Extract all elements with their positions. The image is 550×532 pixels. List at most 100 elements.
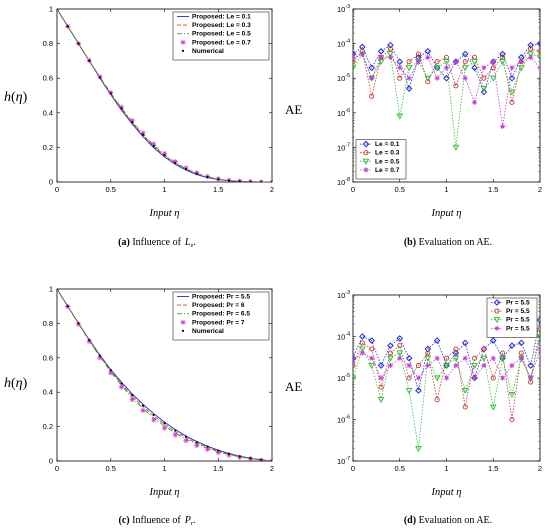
series-4-point (120, 107, 123, 110)
series-0-point (353, 50, 357, 58)
series-0-point (387, 342, 394, 350)
series-2-point (433, 375, 441, 382)
legend-marker (180, 319, 186, 325)
y-tick-label: 10-4 (337, 332, 350, 342)
series-2-point (396, 113, 404, 120)
series-4-point (98, 76, 102, 79)
series-3-point (129, 118, 135, 124)
x-tick-label: 1 (444, 185, 448, 194)
series-2-point (424, 355, 432, 362)
caption-text: Influence of (130, 237, 182, 248)
x-tick-label: 1 (162, 464, 166, 473)
x-axis-label: Input η (149, 487, 180, 498)
series-4-point (152, 413, 155, 417)
series-3-point (406, 362, 412, 369)
series-1-point (453, 346, 459, 352)
y-tick-label: 0.6 (43, 353, 53, 362)
series-1-point (378, 384, 384, 390)
series-2-point (405, 387, 413, 395)
series-2-point (405, 65, 413, 72)
series-1-point (500, 350, 506, 356)
series-3-point (140, 407, 146, 414)
series-0-point (499, 50, 506, 58)
legend-entry-1: Proposed: Pr = 6 (192, 302, 245, 309)
caption-label: (c) (119, 515, 130, 526)
series-3-point (500, 375, 506, 381)
series-2-point (480, 86, 488, 93)
legend-entry-3: Pr = 5.5 (506, 325, 530, 332)
y-tick-exponent: -5 (345, 73, 350, 79)
y-tick-label: 10-5 (337, 373, 350, 383)
series-3-point (397, 65, 403, 71)
series-4-point (174, 161, 177, 165)
chart-panel-d: 0 0.5 1 1.5 210-710-610-510-410-3Pr = 5.5Pr … (285, 290, 542, 526)
x-tick-label: 2 (270, 464, 274, 473)
x-axis-label: Input η (431, 487, 462, 498)
x-tick-label: 2 (270, 185, 274, 194)
legend-box (172, 11, 270, 61)
y-tick-label: 10-3 (337, 290, 350, 300)
x-tick-label: 2 (538, 185, 542, 194)
series-1-point (369, 93, 375, 99)
series-2-point (536, 54, 540, 61)
series-3-point (118, 384, 125, 390)
series-3-point (425, 362, 431, 369)
panel-caption: (b) Evaluation on AE. (404, 237, 492, 248)
y-axis-label-paren-close: ) (23, 90, 28, 105)
series-3-point (462, 355, 468, 361)
chart-panel-b: 0 0.5 1 1.5 2 10-8 10-7 10-6 10-5 10-4 10-3 Le = 0.… (285, 4, 542, 248)
y-axis-label: h(η) (4, 90, 28, 105)
y-tick-label: 0.8 (43, 39, 53, 48)
y-tick-exponent: -7 (345, 456, 350, 462)
series-2-point (443, 59, 450, 66)
series-1-point (462, 404, 468, 410)
series-4-point (184, 435, 188, 438)
y-tick-label: 1 (49, 5, 53, 14)
series-4-point (120, 382, 123, 385)
series-1-point (397, 75, 403, 81)
y-tick-label: 10-3 (337, 4, 350, 14)
series-1-point (353, 362, 356, 369)
series-2-point (489, 404, 497, 411)
series-1-point (471, 355, 478, 361)
y-tick-exponent: -8 (345, 177, 350, 183)
series-4-point (217, 178, 220, 181)
series-group (353, 40, 540, 151)
series-3-point (161, 151, 168, 157)
series-2-point (452, 355, 460, 362)
legend-marker (494, 308, 500, 314)
series-2-point (452, 144, 460, 151)
legend-marker (181, 329, 185, 332)
series-line-2 (57, 289, 272, 461)
y-axis-label-eta: η (16, 90, 23, 105)
series-4-point (206, 175, 209, 179)
series-0-point (405, 354, 413, 362)
series-2-point (358, 346, 366, 353)
series-3-point (471, 375, 478, 381)
y-tick-exponent: -6 (345, 415, 350, 421)
x-tick-label: 0 (351, 464, 355, 473)
series-0-point (527, 41, 534, 49)
series-2-point (471, 59, 478, 66)
panel-caption: (c) Influence of Pr. (119, 515, 196, 527)
series-3-point (118, 104, 125, 110)
series-3-point (500, 123, 506, 130)
series-1-point (406, 375, 412, 381)
caption-text: Influence of (130, 515, 182, 526)
series-2-point (443, 362, 450, 370)
caption-label: (b) (404, 237, 416, 248)
y-tick-label: 0 (49, 457, 53, 466)
series-3-point (172, 158, 178, 165)
series-2-point (415, 445, 422, 453)
series-4-point (66, 305, 69, 308)
series-3-point (509, 65, 515, 71)
series-0-point (415, 387, 422, 394)
legend-marker (494, 325, 500, 331)
x-tick-label: 1.5 (213, 185, 223, 194)
y-tick-label: 10-7 (337, 456, 350, 466)
series-0-point (489, 337, 497, 344)
series-1-point (509, 416, 515, 423)
series-1-point (425, 79, 431, 85)
y-tick-exponent: -3 (345, 290, 350, 296)
series-3-point (443, 375, 450, 381)
